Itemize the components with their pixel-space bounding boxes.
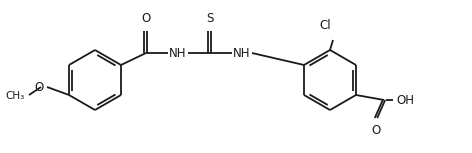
Text: O: O — [141, 12, 151, 25]
Text: NH: NH — [233, 47, 251, 60]
Text: CH₃: CH₃ — [6, 91, 25, 101]
Text: S: S — [206, 12, 214, 25]
Text: OH: OH — [396, 93, 414, 106]
Text: O: O — [371, 124, 380, 137]
Text: Cl: Cl — [319, 19, 331, 32]
Text: NH: NH — [169, 47, 187, 60]
Text: O: O — [35, 80, 44, 93]
